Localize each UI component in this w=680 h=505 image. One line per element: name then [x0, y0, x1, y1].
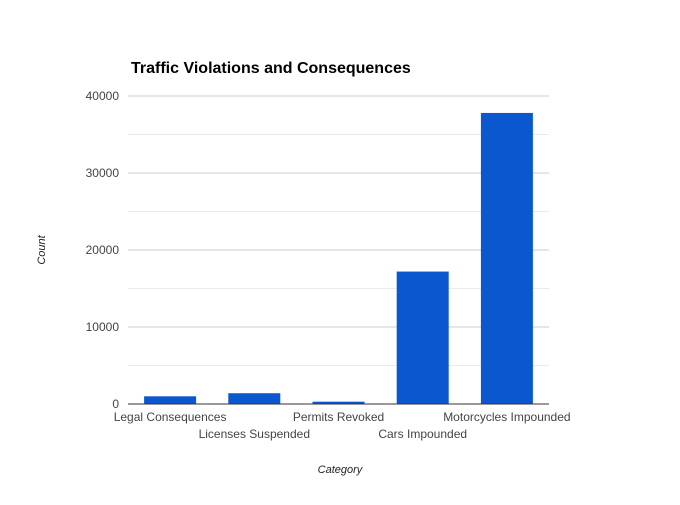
y-tick-label: 40000	[86, 89, 120, 103]
bar[interactable]	[144, 396, 197, 404]
bar[interactable]	[312, 401, 365, 404]
y-axis-title: Count	[36, 234, 48, 264]
bar[interactable]	[396, 271, 449, 404]
x-axis-title: Category	[318, 464, 364, 476]
x-tick-label: Permits Revoked	[293, 410, 384, 424]
y-tick-label: 10000	[86, 320, 120, 334]
bar[interactable]	[228, 393, 281, 404]
x-tick-label: Cars Impounded	[378, 427, 467, 441]
x-tick-label: Motorcycles Impounded	[443, 410, 570, 424]
bar[interactable]	[480, 112, 533, 404]
y-tick-label: 0	[112, 397, 119, 411]
y-tick-label: 30000	[86, 166, 120, 180]
chart-title: Traffic Violations and Consequences	[131, 60, 411, 77]
y-tick-label: 20000	[86, 243, 120, 257]
x-tick-label: Legal Consequences	[114, 410, 227, 424]
x-tick-label: Licenses Suspended	[199, 427, 310, 441]
